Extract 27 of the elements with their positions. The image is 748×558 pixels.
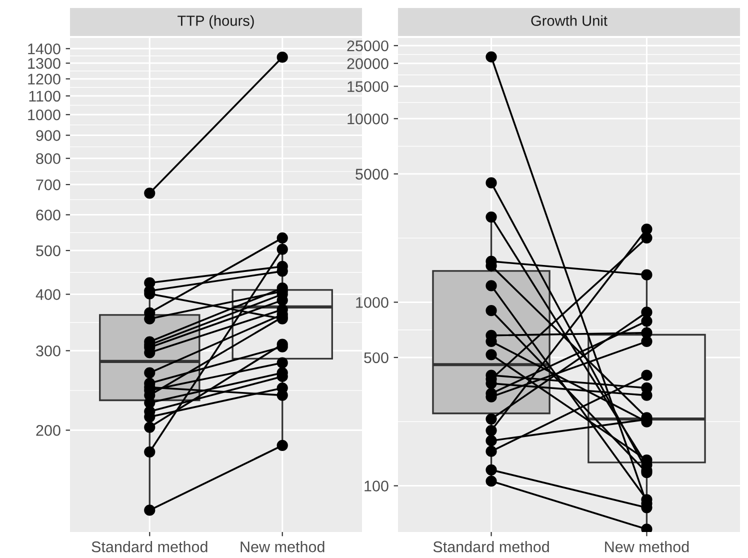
y-tick-label: 1000 [28, 109, 60, 120]
x-tick-label: Standard method [433, 541, 549, 552]
y-tick-label: 1300 [28, 58, 60, 69]
y-tick-label: 1100 [29, 90, 60, 102]
y-tick-label: 1200 [28, 74, 60, 85]
y-tick-label: 5000 [356, 168, 388, 180]
y-tick-label: 200 [36, 425, 60, 436]
chart-title: Growth Unit [531, 15, 608, 26]
y-tick-label: 300 [36, 346, 60, 356]
y-tick-label: 400 [36, 289, 60, 300]
y-tick-label: 25000 [347, 40, 388, 52]
chart-title: TTP (hours) [178, 15, 254, 29]
y-tick-label: 800 [36, 153, 60, 164]
y-tick-label: 700 [36, 179, 60, 190]
y-tick-label: 500 [36, 245, 60, 256]
y-tick-label: 100 [364, 480, 388, 492]
y-tick-label: 1400 [28, 44, 60, 54]
x-tick-label: New method [605, 541, 689, 552]
y-tick-label: 600 [36, 210, 60, 220]
y-tick-label: 500 [364, 352, 388, 364]
x-tick-label: New method [240, 541, 324, 552]
y-tick-label: 900 [36, 130, 60, 141]
y-tick-label: 1000 [356, 297, 388, 308]
y-tick-label: 20000 [347, 58, 388, 70]
y-tick-label: 15000 [348, 81, 388, 92]
x-tick-label: Standard method [92, 541, 208, 552]
y-tick-label: 10000 [348, 114, 388, 124]
